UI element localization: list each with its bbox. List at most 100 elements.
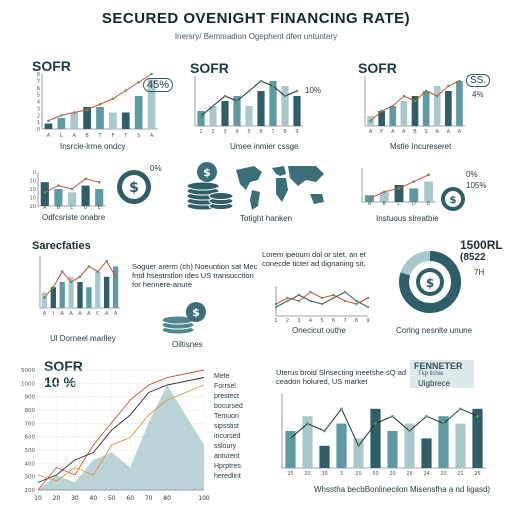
series-point xyxy=(309,299,312,303)
bar xyxy=(409,188,419,202)
series-point xyxy=(355,299,358,303)
x-tick-label: 5 xyxy=(320,318,323,324)
page-title: SECURED OVENIGHT FINANCING RATE) xyxy=(101,10,411,27)
series-point xyxy=(70,187,74,191)
series-point xyxy=(340,407,343,411)
x-tick-label: 20 xyxy=(440,471,446,477)
bar xyxy=(59,282,65,308)
bar xyxy=(86,287,92,308)
panel12-legend xyxy=(410,360,474,388)
bar xyxy=(433,86,441,126)
series-point xyxy=(271,84,275,88)
panel11-value: 10 % xyxy=(44,374,76,390)
x-tick-label: 8 xyxy=(283,129,286,135)
y-tick-label: 2 xyxy=(37,113,40,119)
y-tick-label: 300 xyxy=(25,475,36,481)
bar xyxy=(57,118,66,129)
bar xyxy=(400,101,408,126)
x-tick-label: B xyxy=(85,133,89,139)
coin-stack-icon: $ xyxy=(186,162,234,211)
x-tick-label: L xyxy=(60,133,63,139)
y-tick-label: 5000 xyxy=(21,368,35,374)
bar xyxy=(378,111,385,126)
series-point xyxy=(274,302,278,306)
bar xyxy=(389,106,397,126)
series-point xyxy=(283,94,287,98)
x-tick-label: 2 xyxy=(286,318,289,324)
bar xyxy=(455,423,466,468)
bar xyxy=(411,96,419,126)
x-tick-label: 28 xyxy=(406,471,412,477)
x-tick-label: 5 xyxy=(247,129,250,135)
x-tick-label: 4 xyxy=(235,129,238,135)
x-tick-label: A xyxy=(73,133,77,139)
page-subtitle: Inersry/ Bemmadion Ogephent dfen untunte… xyxy=(174,32,338,41)
x-tick-label: C xyxy=(96,311,100,317)
series-point xyxy=(47,119,50,123)
bar xyxy=(104,276,110,308)
bar xyxy=(269,81,277,126)
panel11-list-item: anturent xyxy=(214,453,240,460)
x-tick-label: 50 xyxy=(108,495,116,502)
bar xyxy=(233,96,241,126)
bar xyxy=(77,282,83,308)
series-point xyxy=(211,104,215,108)
x-tick-label: 4 xyxy=(309,318,312,324)
x-tick-label: B xyxy=(413,129,417,135)
series-point xyxy=(435,94,439,98)
x-tick-label: A xyxy=(78,311,82,317)
x-tick-label: A xyxy=(69,311,73,317)
series-point xyxy=(105,259,108,263)
series-point xyxy=(114,275,117,279)
x-tick-label: 100 xyxy=(198,495,210,502)
series-point xyxy=(286,299,289,303)
panel9-caption: Onecicut outhe xyxy=(292,326,346,335)
series-point xyxy=(442,422,445,425)
bar xyxy=(54,189,63,206)
panel1-badge: 45% xyxy=(143,78,174,92)
x-tick-label: A xyxy=(105,311,109,317)
series-point xyxy=(60,113,63,117)
series-point xyxy=(78,275,82,279)
panel3-caption: Mstle Incureseret xyxy=(390,142,452,151)
panel4-badge: 0% xyxy=(150,164,162,173)
coin-stack-icon-2: $ xyxy=(161,302,206,335)
x-tick-label: B xyxy=(382,201,386,207)
bar xyxy=(121,112,130,129)
x-tick-label: 25 xyxy=(474,471,480,477)
bar xyxy=(421,438,432,468)
series-point xyxy=(150,72,153,76)
x-tick-label: A xyxy=(436,129,440,135)
x-tick-label: 6 xyxy=(259,129,262,135)
panel11-list-item: Forrsel xyxy=(214,383,236,390)
series-point xyxy=(369,119,372,123)
x-tick-label: F xyxy=(111,133,114,139)
x-tick-label: 7 xyxy=(343,318,346,324)
panel3-title: SOFR xyxy=(358,60,397,76)
x-tick-label: 40 xyxy=(90,495,98,502)
x-tick-label: 9 xyxy=(295,129,298,135)
panel11-list-item: prestect xyxy=(214,393,239,400)
series-point xyxy=(43,191,47,194)
bar xyxy=(472,408,483,468)
y-tick-label: 4 xyxy=(37,100,40,106)
series-point xyxy=(60,270,64,273)
y-tick-label: 3 xyxy=(37,106,40,112)
bar xyxy=(44,123,53,129)
x-tick-label: P xyxy=(380,129,383,135)
panel7-title: Sarecfaties xyxy=(32,240,91,252)
x-tick-label: B xyxy=(57,205,61,211)
dollar-coin-icon: $ xyxy=(117,170,151,204)
y-tick-label: 200 xyxy=(25,488,36,494)
bar xyxy=(197,111,205,126)
x-tick-label: A xyxy=(114,311,118,317)
series-point xyxy=(320,296,324,300)
panel2-badge: 10% xyxy=(305,86,322,95)
svg-text:$: $ xyxy=(192,306,200,319)
series-point xyxy=(447,84,450,88)
panel5-caption: Totight hanken xyxy=(240,214,293,223)
series-point xyxy=(424,89,428,93)
panel10-value2: (8522 xyxy=(460,252,486,263)
panel11-list-item: Mete xyxy=(214,373,230,380)
bar xyxy=(83,107,91,129)
